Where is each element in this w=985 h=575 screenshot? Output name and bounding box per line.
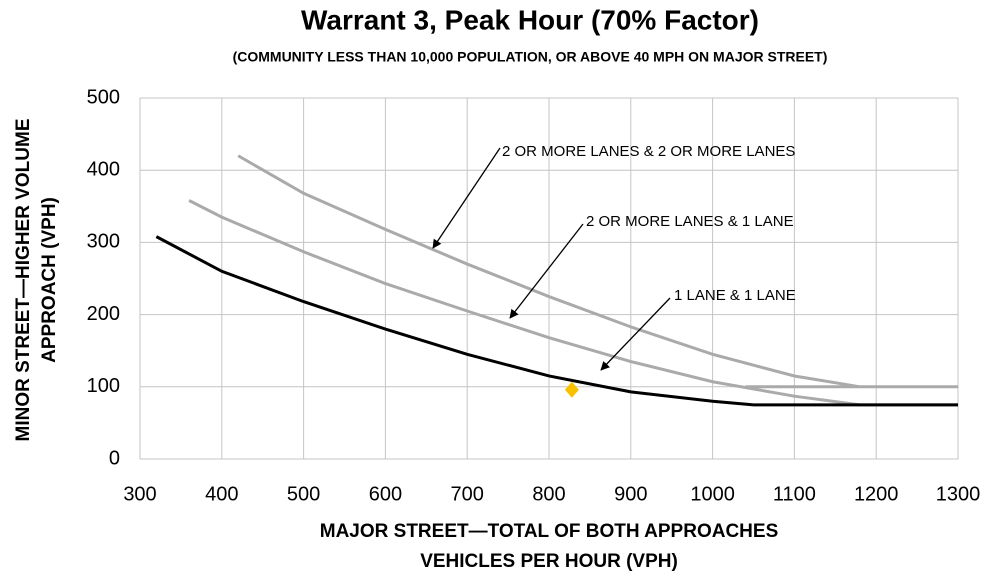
- y-tick-label: 400: [87, 158, 120, 180]
- y-axis-label: MINOR STREET—HIGHER VOLUME: [13, 118, 34, 441]
- x-tick-label: 700: [451, 483, 484, 505]
- x-tick-label: 1000: [690, 483, 735, 505]
- x-axis-label: MAJOR STREET—TOTAL OF BOTH APPROACHES: [320, 521, 779, 542]
- y-tick-label: 200: [87, 303, 120, 325]
- y-tick-label: 300: [87, 231, 120, 253]
- highlight-point: [564, 381, 579, 398]
- chart-title: Warrant 3, Peak Hour (70% Factor): [301, 4, 759, 35]
- x-tick-label: 400: [205, 483, 238, 505]
- y-axis-label: APPROACH (VPH): [39, 197, 60, 363]
- x-tick-label: 800: [532, 483, 565, 505]
- series-line: [188, 199, 958, 407]
- x-tick-label: 300: [123, 483, 156, 505]
- x-tick-label: 600: [369, 483, 402, 505]
- annotation: 1 LANE & 1 LANE: [674, 287, 796, 304]
- series-line: [237, 154, 958, 389]
- x-tick-label: 500: [287, 483, 320, 505]
- x-tick-label: 900: [614, 483, 647, 505]
- annotation: 2 OR MORE LANES & 2 OR MORE LANES: [502, 143, 795, 160]
- y-tick-label: 0: [109, 447, 120, 469]
- x-tick-label: 1200: [854, 483, 899, 505]
- annotation-arrow: [600, 297, 671, 371]
- plot-frame: [139, 97, 959, 460]
- y-tick-label: 100: [87, 375, 120, 397]
- y-tick-label: 500: [87, 86, 120, 108]
- x-axis-label: VEHICLES PER HOUR (VPH): [420, 551, 678, 572]
- x-tick-label: 1100: [773, 483, 816, 505]
- series-line: [155, 235, 958, 407]
- annotation-arrow: [509, 223, 584, 319]
- x-tick-label: 1300: [936, 483, 981, 505]
- annotation-arrow: [432, 147, 501, 249]
- chart-subtitle: (COMMUNITY LESS THAN 10,000 POPULATION, …: [233, 49, 828, 65]
- annotation: 2 OR MORE LANES & 1 LANE: [586, 213, 794, 230]
